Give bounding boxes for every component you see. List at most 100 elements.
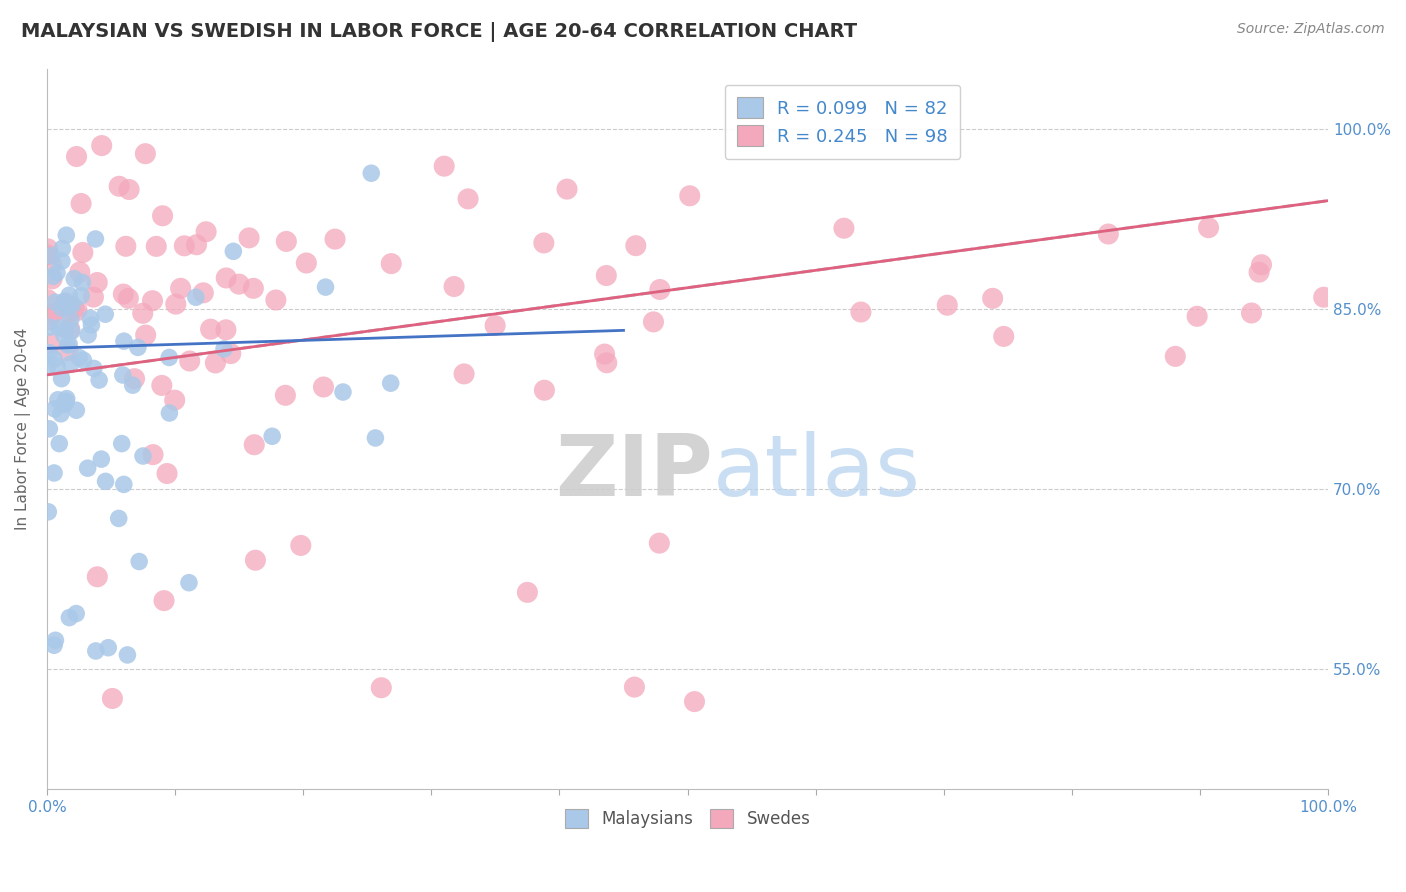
Point: [90, 138, 112, 153]
Point: [245, 553, 267, 567]
Point: [70, 196, 93, 211]
Point: [981, 291, 1004, 305]
Point: [443, 279, 465, 293]
Point: [219, 346, 242, 360]
Point: [150, 378, 173, 392]
Point: [70, 289, 93, 303]
Point: [41, 249, 63, 263]
Point: [111, 436, 134, 450]
Point: [46, 266, 69, 280]
Point: [849, 305, 872, 319]
Point: [264, 293, 287, 307]
Point: [76, 461, 98, 475]
Point: [65, 607, 87, 621]
Point: [177, 575, 200, 590]
Point: [58, 610, 80, 624]
Point: [42, 307, 65, 321]
Point: [169, 281, 191, 295]
Point: [59, 312, 82, 326]
Point: [89, 373, 111, 387]
Point: [643, 315, 665, 329]
Point: [433, 159, 456, 173]
Point: [72, 245, 94, 260]
Point: [323, 232, 346, 246]
Point: [58, 337, 80, 351]
Point: [274, 388, 297, 402]
Point: [380, 257, 402, 271]
Point: [453, 367, 475, 381]
Point: [53, 294, 76, 309]
Point: [290, 538, 312, 552]
Point: [59, 357, 82, 371]
Point: [135, 328, 157, 343]
Text: atlas: atlas: [713, 431, 921, 514]
Point: [156, 467, 179, 481]
Point: [48, 436, 70, 450]
Point: [295, 256, 318, 270]
Point: [46, 359, 69, 374]
Point: [157, 351, 180, 365]
Point: [55, 323, 77, 337]
Point: [142, 448, 165, 462]
Point: [46, 392, 69, 407]
Point: [193, 285, 215, 300]
Point: [59, 322, 82, 336]
Point: [360, 166, 382, 180]
Point: [66, 303, 89, 318]
Point: [153, 593, 176, 607]
Point: [53, 328, 76, 343]
Point: [370, 681, 392, 695]
Point: [173, 239, 195, 253]
Point: [49, 407, 72, 421]
Point: [683, 695, 706, 709]
Point: [163, 393, 186, 408]
Point: [38, 320, 60, 334]
Y-axis label: In Labor Force | Age 20-64: In Labor Force | Age 20-64: [15, 327, 31, 530]
Point: [58, 288, 80, 302]
Point: [83, 361, 105, 376]
Point: [72, 353, 94, 368]
Point: [56, 299, 79, 313]
Point: [118, 182, 141, 196]
Point: [101, 691, 124, 706]
Point: [51, 372, 73, 386]
Point: [200, 322, 222, 336]
Point: [37, 293, 59, 307]
Text: MALAYSIAN VS SWEDISH IN LABOR FORCE | AGE 20-64 CORRELATION CHART: MALAYSIAN VS SWEDISH IN LABOR FORCE | AG…: [21, 22, 858, 42]
Point: [832, 221, 855, 235]
Point: [38, 312, 60, 326]
Point: [516, 585, 538, 599]
Point: [1312, 290, 1334, 304]
Point: [51, 254, 73, 268]
Point: [51, 242, 73, 256]
Point: [1185, 310, 1208, 324]
Point: [993, 329, 1015, 343]
Point: [56, 343, 79, 358]
Point: [117, 292, 139, 306]
Point: [107, 511, 129, 525]
Point: [679, 188, 702, 202]
Point: [35, 248, 58, 262]
Point: [242, 281, 264, 295]
Point: [204, 356, 226, 370]
Point: [55, 392, 77, 406]
Point: [44, 633, 66, 648]
Point: [58, 298, 80, 312]
Point: [364, 431, 387, 445]
Point: [112, 287, 135, 301]
Point: [53, 398, 76, 412]
Point: [312, 380, 335, 394]
Point: [648, 283, 671, 297]
Point: [37, 242, 59, 256]
Point: [38, 336, 60, 351]
Point: [82, 290, 104, 304]
Point: [37, 359, 59, 374]
Point: [1164, 350, 1187, 364]
Point: [44, 295, 66, 310]
Point: [195, 225, 218, 239]
Point: [112, 477, 135, 491]
Point: [276, 235, 298, 249]
Point: [60, 324, 83, 338]
Point: [243, 438, 266, 452]
Point: [84, 644, 107, 658]
